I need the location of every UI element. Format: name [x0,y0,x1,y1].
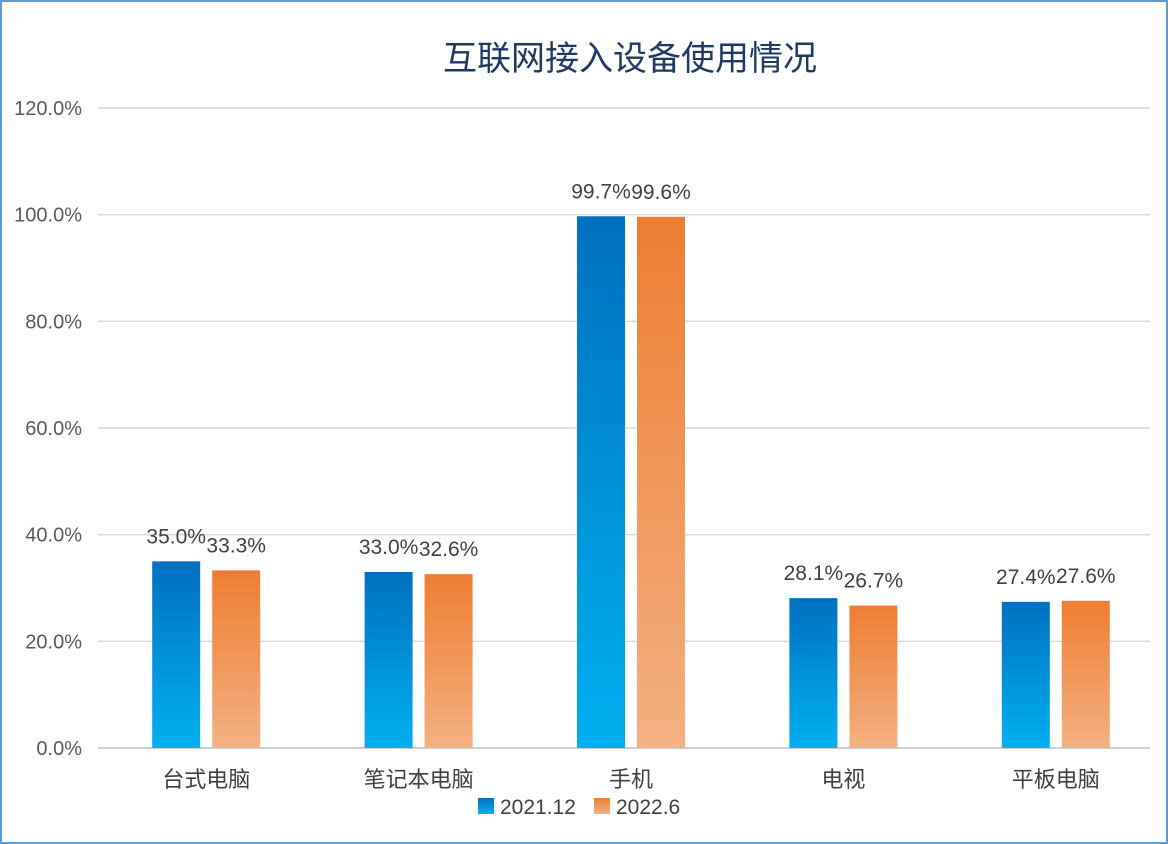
bar-2022.6 [1061,600,1110,748]
legend-label: 2022.6 [616,796,680,819]
bar-2021.12 [577,216,625,748]
y-tick-label: 20.0% [25,631,82,653]
legend-swatch [594,798,610,814]
x-axis-categories: 台式电脑 笔记本电脑 手机 电视 平板电脑 [162,768,1100,793]
data-label: 28.1% [784,562,844,585]
data-label: 99.6% [631,181,691,204]
y-tick-label: 60.0% [25,418,82,440]
category-label: 台式电脑 [162,768,250,793]
category-label: 电视 [821,768,865,793]
data-label: 99.7% [571,180,631,203]
y-tick-label: 40.0% [25,525,82,547]
category-label: 笔记本电脑 [364,768,474,793]
data-label: 35.0% [146,525,206,548]
bar-2021.12 [789,598,838,748]
category-label: 手机 [609,768,653,793]
legend: 2021.12 2022.6 [478,796,680,819]
data-label: 27.6% [1056,565,1116,588]
legend-label: 2021.12 [500,796,576,819]
bar-2022.6 [849,605,898,748]
data-label: 33.0% [359,536,419,559]
bar-2021.12 [152,561,201,748]
legend-swatch [478,798,494,814]
data-label: 26.7% [844,570,904,593]
data-label: 32.6% [419,538,479,561]
bars [152,216,1110,749]
y-axis-ticks: 0.0% 20.0% 40.0% 60.0% 80.0% 100.0% 120.0% [14,98,82,760]
bar-2021.12 [364,572,413,748]
data-label: 27.4% [996,566,1056,589]
data-label: 33.3% [206,534,266,557]
y-tick-label: 0.0% [36,738,82,760]
y-tick-label: 80.0% [25,311,82,333]
bar-2022.6 [637,216,685,749]
y-tick-label: 100.0% [14,205,82,227]
y-tick-label: 120.0% [14,98,82,120]
bar-2022.6 [212,570,261,748]
chart-title: 互联网接入设备使用情况 [443,39,817,79]
bar-2022.6 [424,574,473,748]
category-label: 平板电脑 [1012,768,1100,793]
data-labels: 35.0% 33.3% 33.0% 32.6% 99.7% 99.6% 28.1% 26.7%… [146,180,1115,592]
bar-2021.12 [1001,601,1050,748]
